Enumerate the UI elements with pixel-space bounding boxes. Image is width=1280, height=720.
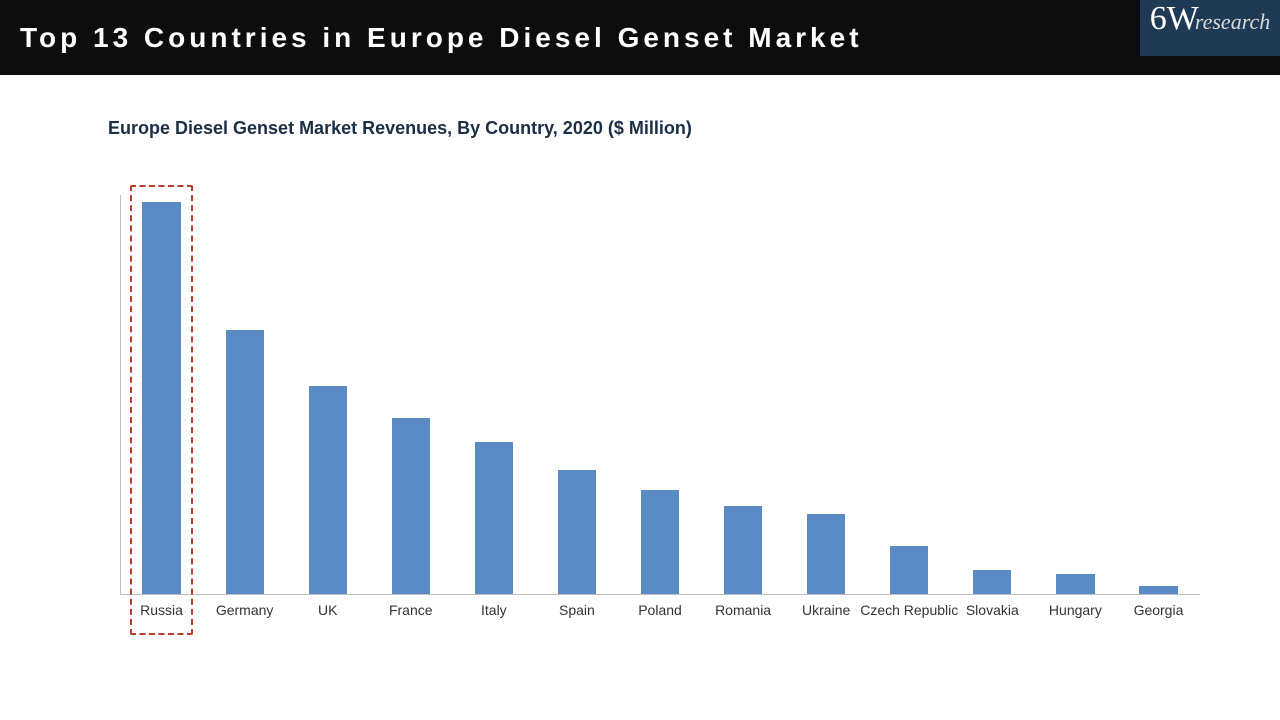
brand-logo: 6W research <box>1140 0 1280 56</box>
chart-subtitle: Europe Diesel Genset Market Revenues, By… <box>108 118 692 139</box>
bar-label: Georgia <box>1109 602 1209 619</box>
header-bar: Top 13 Countries in Europe Diesel Genset… <box>0 0 1280 75</box>
bar-slot: Czech Republic <box>868 194 951 594</box>
bar-slot: Ukraine <box>785 194 868 594</box>
bar-slot: UK <box>286 194 369 594</box>
bars-container: RussiaGermanyUKFranceItalySpainPolandRom… <box>120 194 1200 594</box>
bar-slot: Hungary <box>1034 194 1117 594</box>
bar-slot: Germany <box>203 194 286 594</box>
bar <box>226 330 264 594</box>
bar <box>807 514 845 594</box>
bar <box>142 202 180 594</box>
bar <box>641 490 679 594</box>
logo-text-research: research <box>1195 9 1270 35</box>
bar-slot: Romania <box>702 194 785 594</box>
bar <box>475 442 513 594</box>
x-axis-line <box>120 594 1200 595</box>
bar <box>890 546 928 594</box>
bar-slot: Italy <box>452 194 535 594</box>
bar <box>724 506 762 594</box>
bar <box>392 418 430 594</box>
bar-slot: Spain <box>535 194 618 594</box>
header: Top 13 Countries in Europe Diesel Genset… <box>0 0 1280 75</box>
bar <box>309 386 347 594</box>
bar-slot: Georgia <box>1117 194 1200 594</box>
bar-slot: France <box>369 194 452 594</box>
bar-chart: RussiaGermanyUKFranceItalySpainPolandRom… <box>120 195 1200 595</box>
page-title: Top 13 Countries in Europe Diesel Genset… <box>20 22 863 54</box>
bar-slot: Russia <box>120 194 203 594</box>
bar <box>1139 586 1177 594</box>
bar <box>973 570 1011 594</box>
bar <box>1056 574 1094 594</box>
bar <box>558 470 596 594</box>
bar-slot: Poland <box>618 194 701 594</box>
logo-text-6w: 6W <box>1150 0 1199 38</box>
bar-slot: Slovakia <box>951 194 1034 594</box>
